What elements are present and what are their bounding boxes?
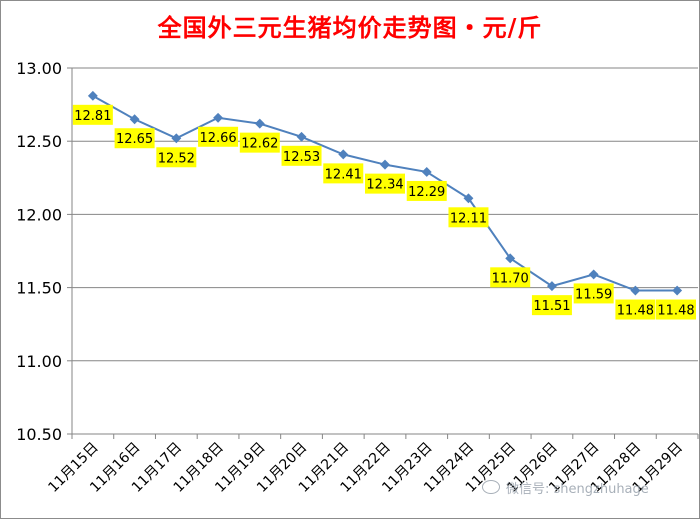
data-label-box	[573, 283, 614, 304]
data-label-box	[323, 163, 364, 184]
data-label: 11.51	[533, 299, 570, 314]
data-label-box	[114, 128, 155, 149]
chart-title: 全国外三元生猪均价走势图・元/斤	[157, 13, 543, 42]
data-label: 12.53	[283, 150, 320, 165]
data-label: 12.11	[450, 211, 487, 226]
data-point	[296, 131, 307, 142]
data-label: 12.34	[366, 178, 403, 193]
data-point	[463, 193, 474, 204]
data-label: 11.48	[657, 304, 694, 319]
axes	[67, 67, 699, 439]
data-point	[87, 90, 98, 101]
data-point	[171, 133, 182, 144]
y-tick-label: 12.00	[16, 205, 62, 224]
data-point	[338, 149, 349, 160]
data-label-box	[156, 147, 197, 168]
data-label-box	[656, 299, 696, 320]
data-label: 12.41	[325, 167, 362, 182]
data-point	[505, 253, 516, 264]
data-point	[588, 269, 599, 280]
series-line	[87, 90, 683, 296]
data-label-box	[198, 126, 239, 147]
watermark: 微信号: shengzhuhage	[482, 478, 649, 497]
y-tick-label: 11.50	[16, 279, 62, 298]
data-point	[546, 281, 557, 292]
data-label: 12.52	[158, 151, 195, 166]
y-tick-label: 11.00	[16, 352, 62, 371]
data-point	[421, 166, 432, 177]
data-label-box	[448, 207, 489, 228]
data-point	[254, 118, 265, 129]
data-point	[380, 159, 390, 170]
wechat-icon	[482, 480, 500, 494]
data-label: 11.70	[492, 271, 529, 286]
data-label-box	[615, 299, 656, 320]
data-label: 12.65	[116, 132, 153, 147]
data-labels: 12.81 12.65 12.52 12.66 12.62 12.53 12.41 12.34…	[72, 104, 696, 320]
y-tick-label: 12.50	[16, 132, 62, 151]
data-label-box	[531, 295, 572, 316]
data-label: 12.66	[199, 131, 236, 146]
data-label-box	[72, 104, 113, 125]
watermark-text: 微信号: shengzhuhage	[506, 482, 649, 497]
data-point	[129, 114, 140, 125]
data-point	[630, 285, 641, 296]
data-point	[213, 112, 224, 123]
gridlines	[72, 67, 698, 362]
y-tick-label: 13.00	[16, 59, 62, 78]
data-label-box	[281, 145, 322, 166]
y-tick-labels: 10.50 11.00 11.50 12.00 12.50 13.00	[16, 59, 62, 444]
data-label: 12.29	[408, 185, 445, 200]
data-label: 12.81	[74, 109, 111, 124]
data-label-box	[406, 180, 447, 201]
data-point	[672, 285, 683, 296]
data-label-box	[365, 173, 405, 194]
data-label-box	[490, 267, 531, 288]
y-tick-label: 10.50	[16, 425, 62, 444]
data-label: 11.59	[575, 287, 612, 302]
data-label: 11.48	[617, 304, 654, 319]
data-label-box	[239, 132, 280, 153]
data-label: 12.62	[241, 137, 278, 152]
